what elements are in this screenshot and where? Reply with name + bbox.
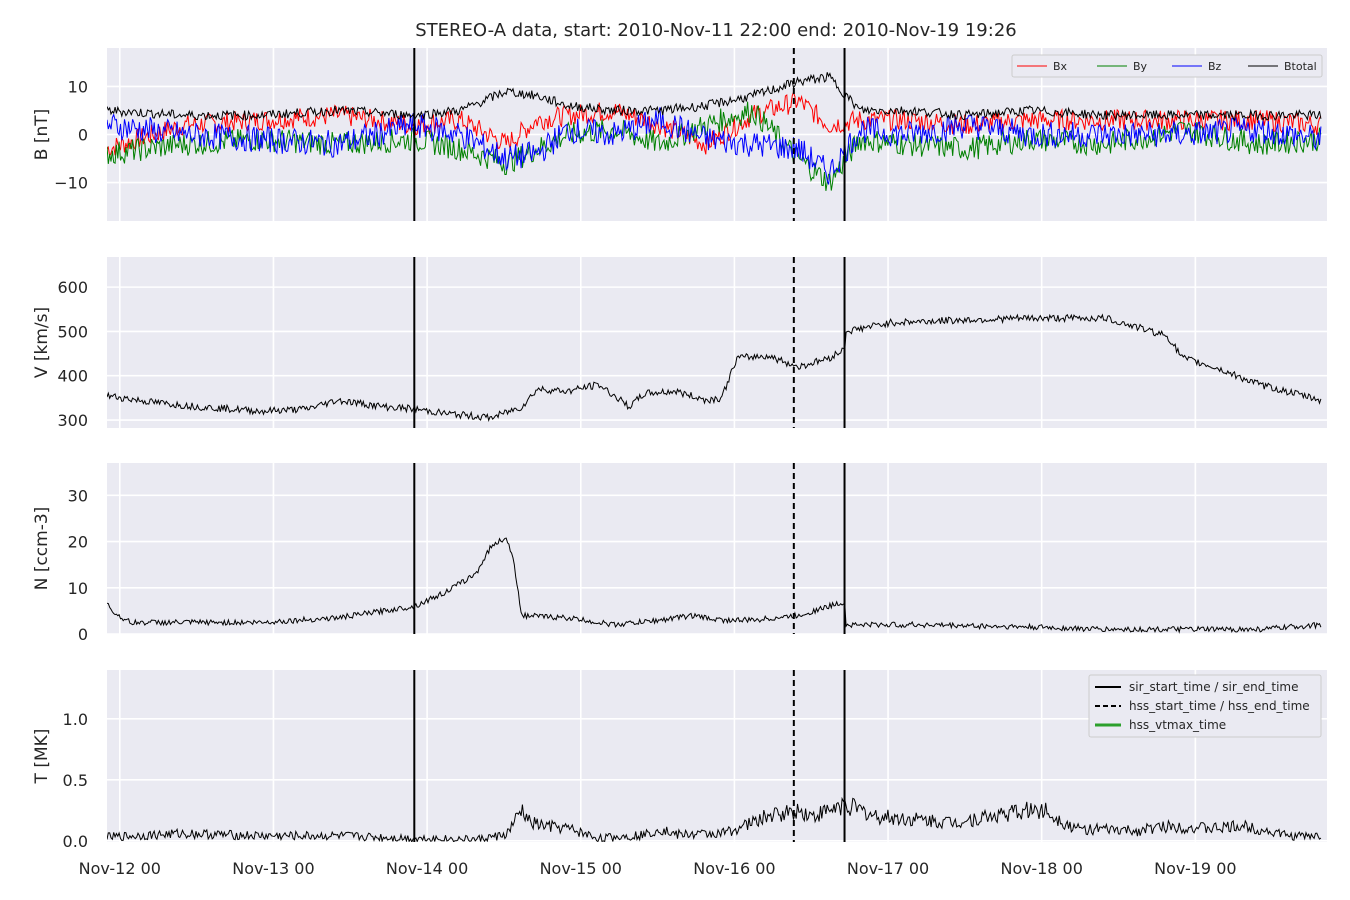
y-tick-label: 0.5 xyxy=(63,771,88,790)
legend-label: Bx xyxy=(1053,60,1068,73)
legend-box xyxy=(1011,54,1323,78)
legend-box xyxy=(1088,674,1322,738)
y-axis-label: T [MK] xyxy=(32,729,52,785)
y-tick-label: 300 xyxy=(57,411,88,430)
series-line-p2 xyxy=(107,313,1322,422)
y-tick-label: 0 xyxy=(78,126,88,145)
legend-label: Btotal xyxy=(1284,60,1317,73)
panel-2: 600 500 400 300 V [km/s] xyxy=(32,257,1327,430)
y-tick-label: 500 xyxy=(57,322,88,341)
y-tick-label: −10 xyxy=(54,174,88,193)
x-tick-label: Nov-13 00 xyxy=(232,859,314,878)
y-tick-label: 0.0 xyxy=(63,832,88,851)
y-tick-label: 1.0 xyxy=(63,710,88,729)
x-tick-label: Nov-12 00 xyxy=(79,859,161,878)
series-line-by xyxy=(107,101,1322,191)
panel-4: 1.0 0.5 0.0 T [MK] sir_start_time / sir_end_… xyxy=(32,670,1327,851)
plot-area xyxy=(107,257,1327,428)
y-tick-label: 10 xyxy=(68,77,88,96)
chart-title: STEREO-A data, start: 2010-Nov-11 22:00 … xyxy=(415,20,1016,41)
legend-label: hss_vtmax_time xyxy=(1129,718,1226,732)
y-tick-label: 0 xyxy=(78,625,88,644)
x-tick-label: Nov-14 00 xyxy=(386,859,468,878)
x-tick-label: Nov-18 00 xyxy=(1001,859,1083,878)
y-axis-label: B [nT] xyxy=(32,109,52,161)
series-line-bx xyxy=(107,90,1322,159)
legend-label: By xyxy=(1133,60,1148,73)
plot-area xyxy=(107,463,1327,634)
y-tick-label: 400 xyxy=(57,367,88,386)
y-axis-label: V [km/s] xyxy=(32,307,52,378)
x-tick-label: Nov-17 00 xyxy=(847,859,929,878)
x-tick-label: Nov-19 00 xyxy=(1154,859,1236,878)
y-axis-label: N [ccm-3] xyxy=(32,507,52,591)
y-tick-label: 30 xyxy=(68,486,88,505)
series-line-p3 xyxy=(107,537,1322,634)
x-tick-label: Nov-16 00 xyxy=(693,859,775,878)
legend-label: hss_start_time / hss_end_time xyxy=(1129,699,1310,713)
series-line-bz xyxy=(107,107,1322,185)
y-tick-label: 10 xyxy=(68,579,88,598)
series-line-btotal xyxy=(107,72,1322,122)
legend-label: sir_start_time / sir_end_time xyxy=(1129,680,1299,694)
panel-3: 30 20 10 0 N [ccm-3] xyxy=(32,463,1327,644)
panel-1: 10 0 −10B [nT] Bx By Bz Btotal xyxy=(32,48,1327,221)
series-line-p4 xyxy=(107,796,1322,842)
x-tick-label: Nov-15 00 xyxy=(540,859,622,878)
y-tick-label: 600 xyxy=(57,278,88,297)
y-tick-label: 20 xyxy=(68,533,88,552)
legend-label: Bz xyxy=(1208,60,1222,73)
